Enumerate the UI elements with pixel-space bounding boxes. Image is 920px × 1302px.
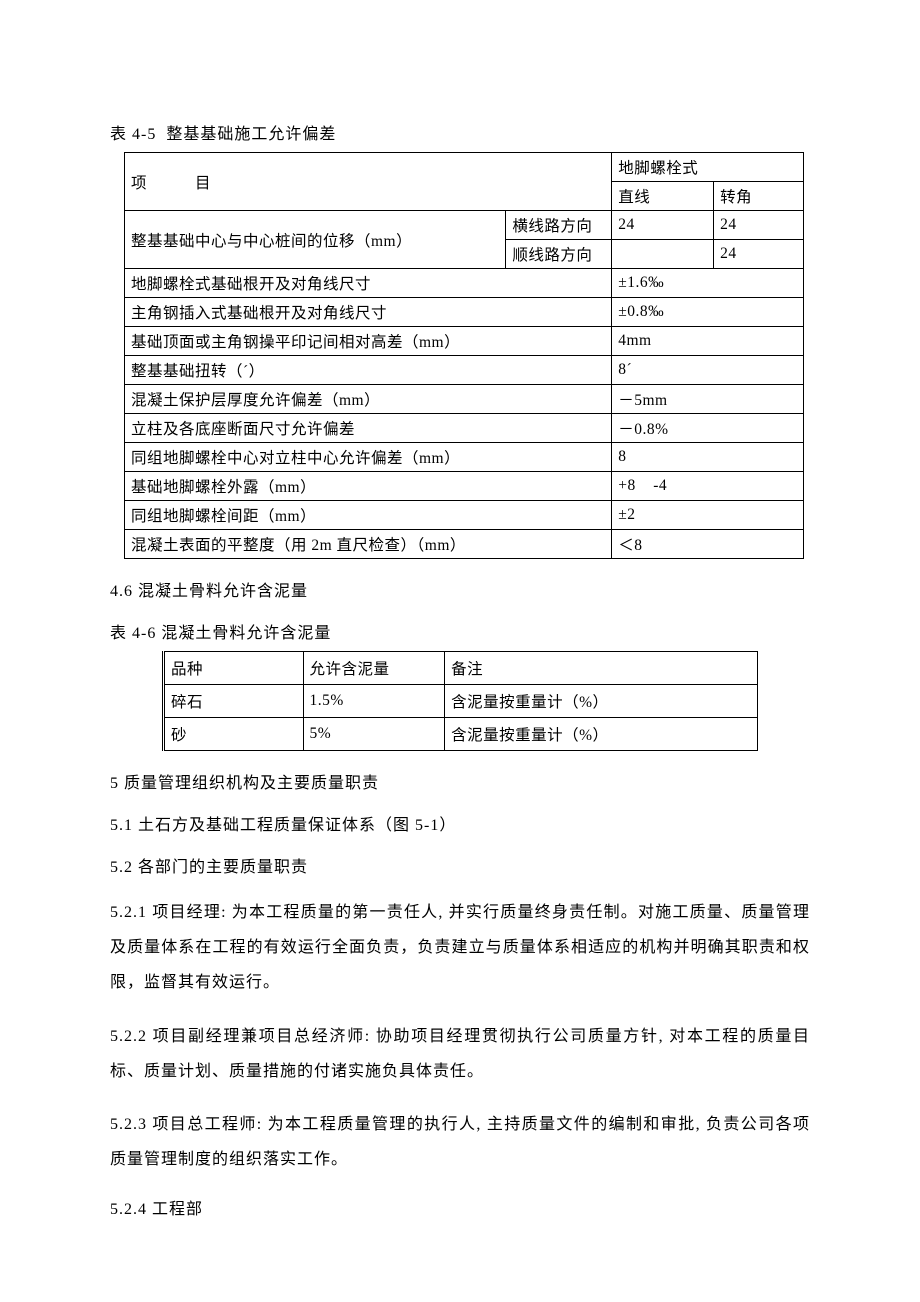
cell-label: 基础地脚螺栓外露（mm）: [125, 472, 612, 501]
cell-value: －0.8%: [612, 414, 804, 443]
table-45-caption: 表 4-5 整基基础施工允许偏差: [110, 120, 810, 144]
cell-corner-header: 转角: [714, 182, 804, 211]
table-row: 项 目 地脚螺栓式: [125, 153, 804, 182]
cell-value: ±1.6‰: [612, 269, 804, 298]
table-row: 整基基础中心与中心桩间的位移（mm） 横线路方向 24 24: [125, 211, 804, 240]
heading-5-2: 5.2 各部门的主要质量职责: [110, 853, 810, 877]
cell-header: 允许含泥量: [303, 652, 445, 685]
cell-label: 地脚螺栓式基础根开及对角线尺寸: [125, 269, 612, 298]
cell-label: 混凝土表面的平整度（用 2m 直尺检查）（mm）: [125, 530, 612, 559]
cell-value: 含泥量按重量计（%）: [445, 685, 758, 718]
heading-5: 5 质量管理组织机构及主要质量职责: [110, 769, 810, 793]
cell-project-header: 项 目: [125, 153, 612, 211]
cell-header: 品种: [164, 652, 304, 685]
cell-value: 8: [612, 443, 804, 472]
paragraph-5-2-2: 5.2.2 项目副经理兼项目总经济师: 协助项目经理贯彻执行公司质量方针, 对本…: [110, 1019, 810, 1089]
cell-label: 整基基础扭转（´）: [125, 356, 612, 385]
cell-value: +8 -4: [612, 472, 804, 501]
table-row: 同组地脚螺栓中心对立柱中心允许偏差（mm） 8: [125, 443, 804, 472]
table-row: 混凝土保护层厚度允许偏差（mm） －5mm: [125, 385, 804, 414]
cell-value: 碎石: [164, 685, 304, 718]
cell-value: ＜8: [612, 530, 804, 559]
cell-value: 1.5%: [303, 685, 445, 718]
table-row: 混凝土表面的平整度（用 2m 直尺检查）（mm） ＜8: [125, 530, 804, 559]
table-46-caption: 表 4-6 混凝土骨料允许含泥量: [110, 619, 810, 643]
cell-label: 立柱及各底座断面尺寸允许偏差: [125, 414, 612, 443]
cell-value: 砂: [164, 718, 304, 751]
table-46: 品种 允许含泥量 备注 碎石 1.5% 含泥量按重量计（%） 砂 5% 含泥量按…: [162, 651, 758, 751]
table-row: 砂 5% 含泥量按重量计（%）: [164, 718, 758, 751]
cell-label: 混凝土保护层厚度允许偏差（mm）: [125, 385, 612, 414]
table-row: 基础地脚螺栓外露（mm） +8 -4: [125, 472, 804, 501]
cell-bolt-type-header: 地脚螺栓式: [612, 153, 804, 182]
cell-value: 24: [714, 211, 804, 240]
table-row: 地脚螺栓式基础根开及对角线尺寸 ±1.6‰: [125, 269, 804, 298]
table-row: 品种 允许含泥量 备注: [164, 652, 758, 685]
heading-4-6: 4.6 混凝土骨料允许含泥量: [110, 577, 810, 601]
cell-value: 5%: [303, 718, 445, 751]
cell-label: 同组地脚螺栓中心对立柱中心允许偏差（mm）: [125, 443, 612, 472]
cell-value: ±2: [612, 501, 804, 530]
table-row: 主角钢插入式基础根开及对角线尺寸 ±0.8‰: [125, 298, 804, 327]
cell-direction: 顺线路方向: [506, 240, 612, 269]
paragraph-5-2-1: 5.2.1 项目经理: 为本工程质量的第一责任人, 并实行质量终身责任制。对施工…: [110, 895, 810, 1001]
cell-value: －5mm: [612, 385, 804, 414]
table-45: 项 目 地脚螺栓式 直线 转角 整基基础中心与中心桩间的位移（mm） 横线路方向…: [124, 152, 804, 559]
cell-value: [612, 240, 714, 269]
cell-label: 主角钢插入式基础根开及对角线尺寸: [125, 298, 612, 327]
cell-value: ±0.8‰: [612, 298, 804, 327]
cell-value: 4mm: [612, 327, 804, 356]
cell-straight-header: 直线: [612, 182, 714, 211]
cell-label: 基础顶面或主角钢操平印记间相对高差（mm）: [125, 327, 612, 356]
cell-label: 整基基础中心与中心桩间的位移（mm）: [125, 211, 506, 269]
cell-label: 同组地脚螺栓间距（mm）: [125, 501, 612, 530]
table-row: 立柱及各底座断面尺寸允许偏差 －0.8%: [125, 414, 804, 443]
table-row: 基础顶面或主角钢操平印记间相对高差（mm） 4mm: [125, 327, 804, 356]
table-row: 碎石 1.5% 含泥量按重量计（%）: [164, 685, 758, 718]
table-row: 同组地脚螺栓间距（mm） ±2: [125, 501, 804, 530]
cell-direction: 横线路方向: [506, 211, 612, 240]
cell-value: 24: [714, 240, 804, 269]
heading-5-2-4: 5.2.4 工程部: [110, 1195, 810, 1219]
cell-header: 备注: [445, 652, 758, 685]
table-row: 整基基础扭转（´） 8´: [125, 356, 804, 385]
heading-5-1: 5.1 土石方及基础工程质量保证体系（图 5-1）: [110, 811, 810, 835]
cell-value: 含泥量按重量计（%）: [445, 718, 758, 751]
paragraph-5-2-3: 5.2.3 项目总工程师: 为本工程质量管理的执行人, 主持质量文件的编制和审批…: [110, 1107, 810, 1177]
cell-value: 8´: [612, 356, 804, 385]
cell-value: 24: [612, 211, 714, 240]
